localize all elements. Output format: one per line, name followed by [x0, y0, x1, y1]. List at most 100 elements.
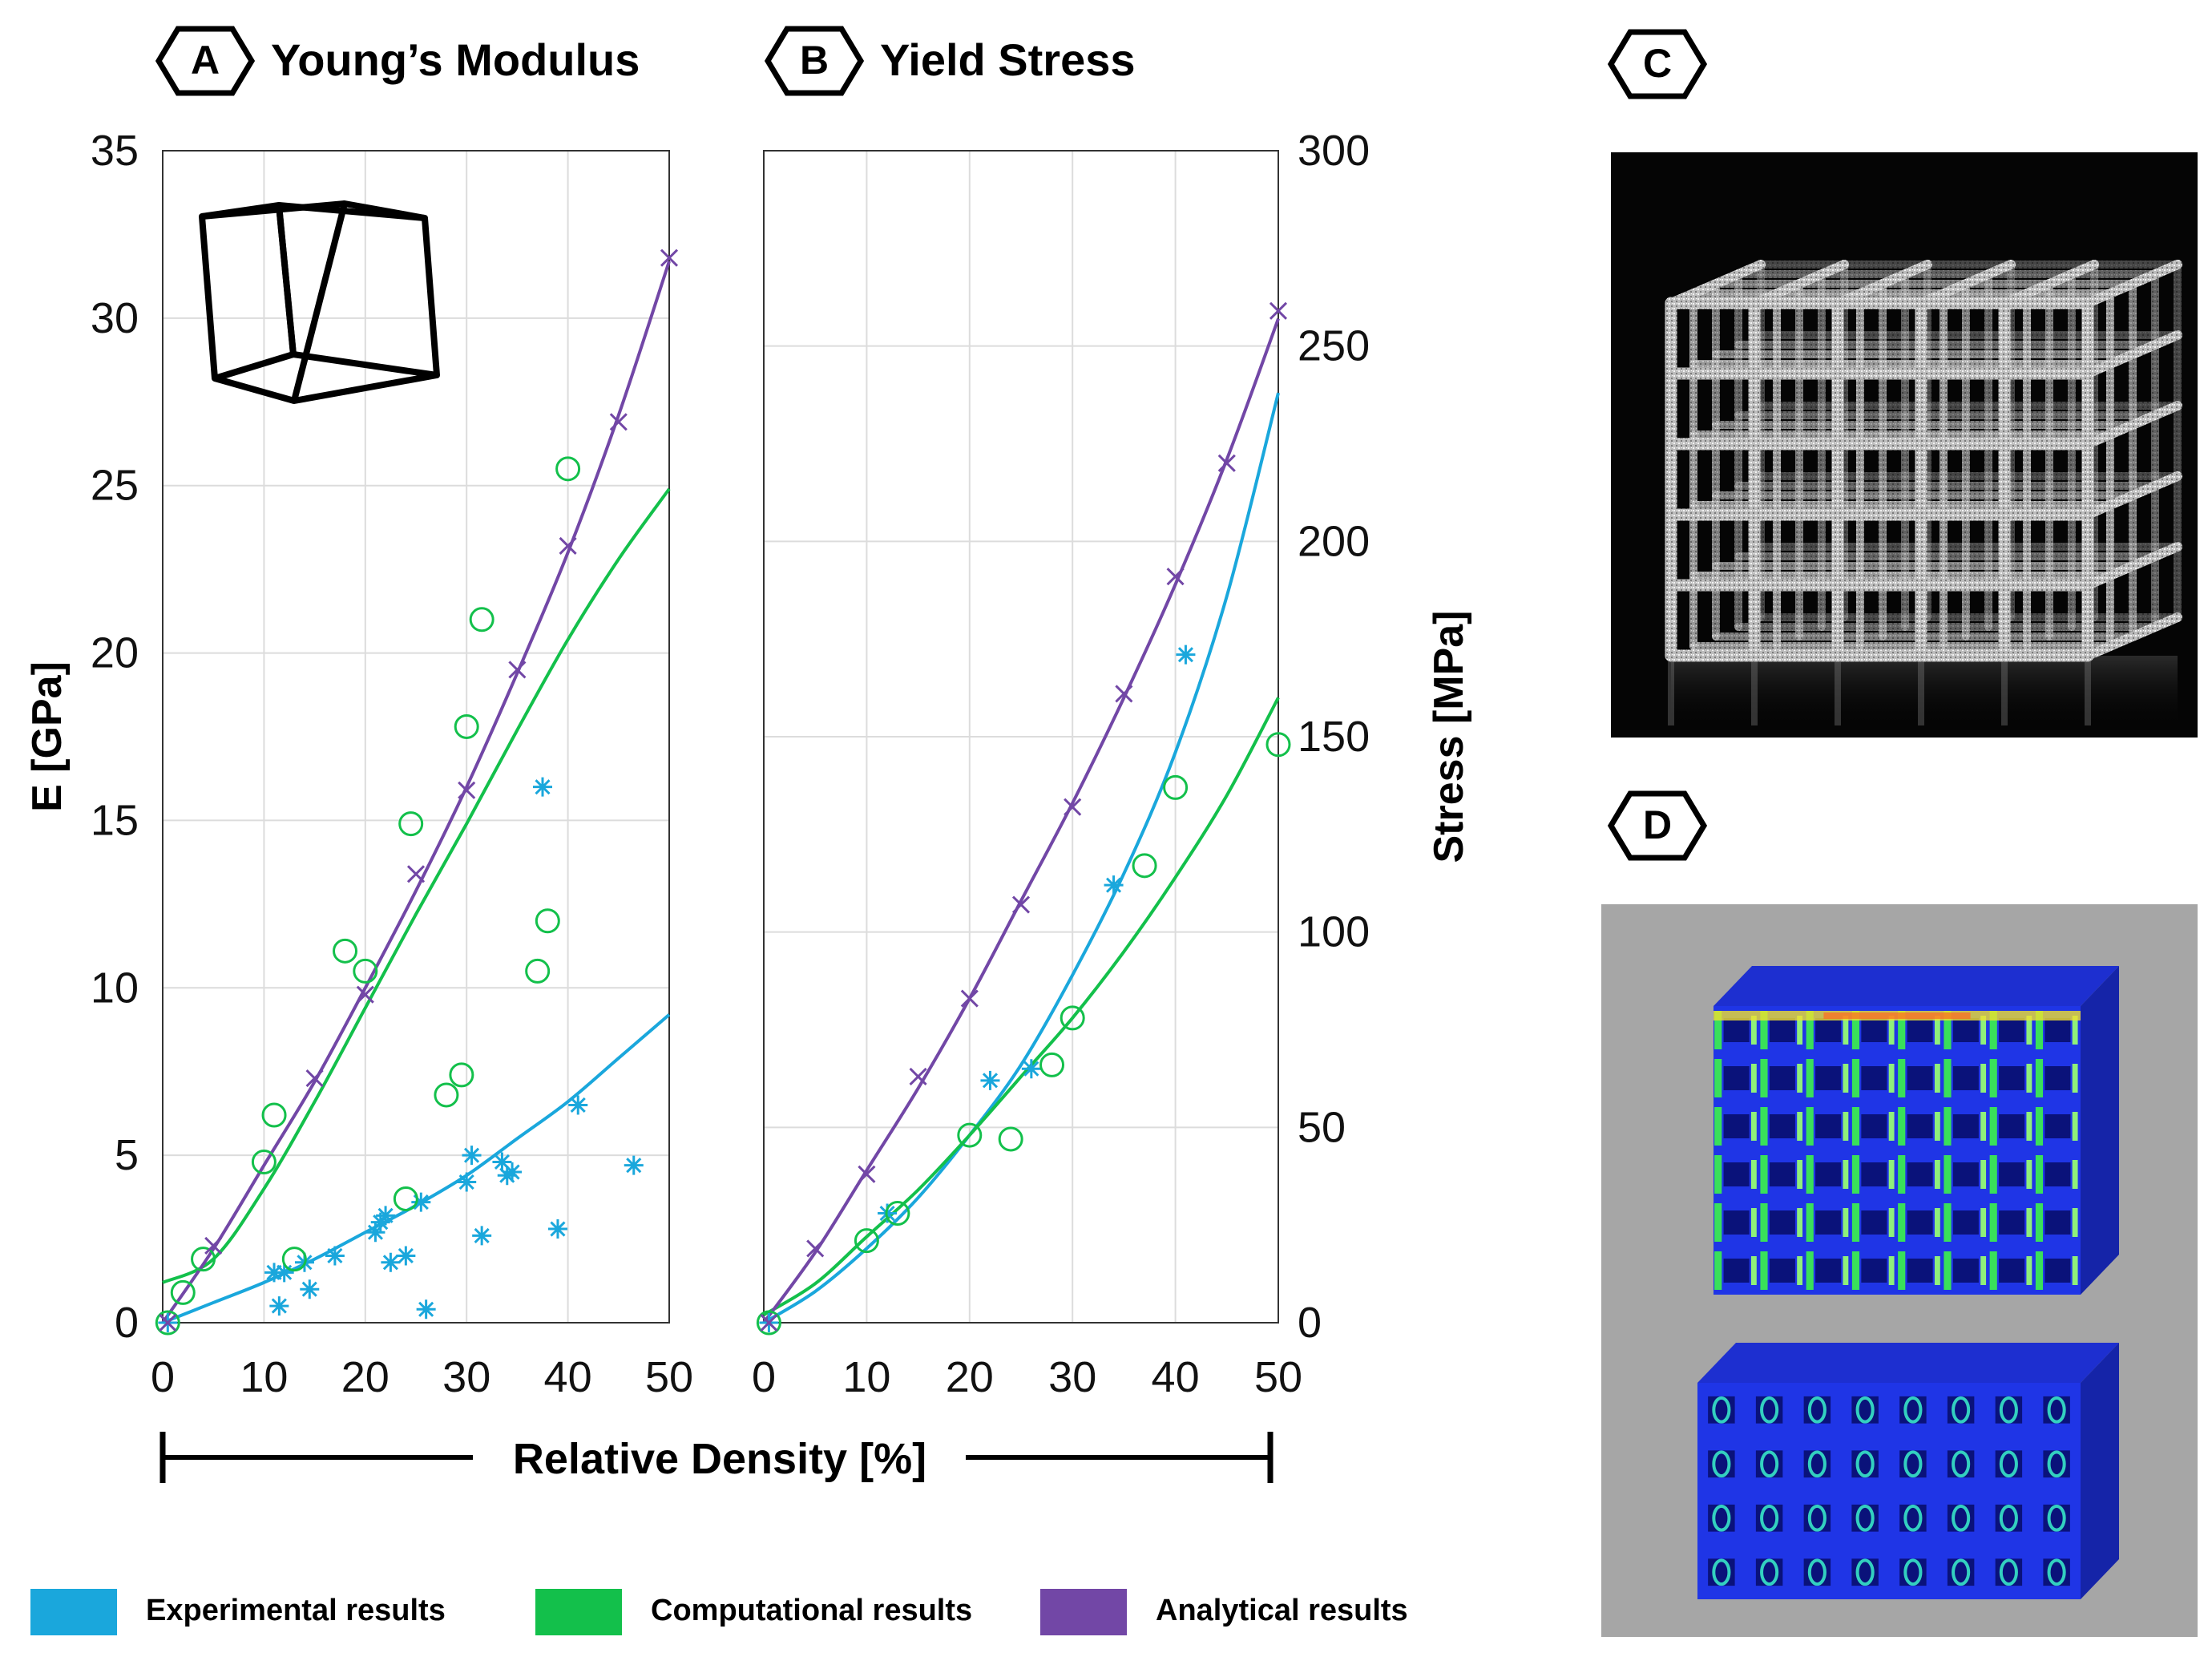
computational-data-point: [434, 1082, 459, 1108]
computational-data-point: [1039, 1052, 1065, 1077]
y-tick-label: 50: [1298, 1103, 1346, 1151]
computational-data-point: [398, 811, 424, 837]
analytical-data-point: [1115, 685, 1133, 703]
experimental-data-point: [503, 1162, 523, 1182]
computational-fit-line: [762, 697, 1280, 1316]
legend: Experimental results Computational resul…: [30, 1589, 1408, 1635]
computational-data-point: [1060, 1005, 1085, 1031]
panel-d-hexagon: [1607, 790, 1708, 861]
experimental-data-point: [416, 1299, 436, 1320]
analytical-data-point: [609, 413, 628, 431]
experimental-data-point: [1176, 645, 1196, 665]
computational-data-point: [1163, 774, 1189, 800]
experimental-data-point: [497, 1166, 517, 1186]
panel-c-letter: C: [1643, 41, 1672, 86]
analytical-data-point: [204, 1236, 223, 1255]
experimental-data-point: [365, 1223, 385, 1243]
analytical-data-point: [356, 985, 374, 1004]
experimental-fit-line: [762, 392, 1280, 1324]
panel-a-letter: A: [191, 38, 220, 83]
computational-data-point: [449, 1062, 474, 1088]
experimental-data-point: [396, 1246, 416, 1266]
panel-d-letter: D: [1643, 802, 1672, 847]
panel-b-header: B Yield Stress: [764, 26, 1136, 96]
yield-stress-chart: 0 10 20 30 40 50 0 50 100 150 200 250 300 Stress [MP…: [752, 127, 1472, 1401]
experimental-data-point: [462, 1146, 482, 1166]
analytical-data-point: [458, 781, 476, 799]
analytical-fit-line: [161, 261, 671, 1324]
unit-cell-inset-icon: [199, 200, 440, 404]
analytical-data-point: [559, 536, 577, 555]
x-tick-label: 0: [752, 1353, 776, 1401]
y-tick-label: 300: [1298, 127, 1370, 175]
experimental-data-point: [547, 1219, 567, 1239]
experimental-data-point: [980, 1070, 1000, 1090]
analytical-data-point: [508, 661, 527, 679]
computational-data-point: [454, 713, 479, 739]
x-tick-label: 20: [341, 1353, 390, 1401]
analytical-data-point: [406, 865, 426, 883]
y-tick-label: 200: [1298, 517, 1370, 565]
computational-data-point: [170, 1279, 196, 1305]
computational-data-point: [535, 908, 560, 934]
legend-label-experimental: Experimental results: [146, 1594, 446, 1627]
y-tick-label: 250: [1298, 322, 1370, 370]
x-tick-label: 10: [842, 1353, 890, 1401]
chart-a-plot-frame: [162, 150, 670, 1324]
experimental-data-point: [264, 1263, 285, 1283]
chart-b-fit-lines: [762, 317, 1280, 1324]
panel-b-hexagon: [764, 26, 865, 96]
legend-label-analytical: Analytical results: [1156, 1594, 1408, 1627]
panel-c-hexagon: [1607, 29, 1708, 99]
experimental-fit-line: [162, 1013, 671, 1324]
analytical-data-point: [305, 1069, 324, 1088]
panel-a-hexagon: [155, 26, 256, 96]
y-tick-label: 20: [91, 629, 139, 677]
printed-lattice-cube: [1665, 260, 2182, 728]
y-tick-label: 0: [115, 1299, 139, 1347]
experimental-data-point: [492, 1152, 512, 1172]
experimental-data-point: [325, 1246, 345, 1266]
computational-data-point: [281, 1247, 307, 1272]
analytical-data-point: [806, 1239, 825, 1258]
youngs-modulus-chart: 0 10 20 30 40 50 0 5 10 15 20 25 30 35 E [GPa]: [24, 127, 693, 1401]
legend-label-computational: Computational results: [651, 1594, 972, 1627]
y-tick-label: 15: [91, 796, 139, 844]
y-tick-label: 25: [91, 462, 139, 510]
y-tick-label: 10: [91, 964, 139, 1012]
computational-data-point: [191, 1247, 216, 1272]
experimental-data-point: [1021, 1059, 1041, 1079]
analytical-data-point: [1166, 568, 1185, 586]
analytical-data-point: [1217, 454, 1236, 472]
chart-a-y-axis-label: E [GPa]: [24, 661, 71, 812]
computational-data-point: [251, 1149, 276, 1174]
chart-b-y-axis-label: Stress [MPa]: [1426, 611, 1472, 863]
chart-b-data-points: [756, 301, 1291, 1336]
computational-data-point: [854, 1228, 879, 1254]
x-tick-label: 0: [151, 1353, 175, 1401]
experimental-data-point: [568, 1095, 588, 1115]
computational-fit-line: [162, 487, 671, 1284]
panel-a-header: A Young’s Modulus: [155, 26, 640, 96]
y-tick-label: 150: [1298, 713, 1370, 761]
panel-b-letter: B: [800, 38, 829, 83]
computational-data-point: [261, 1102, 287, 1128]
chart-a-gridlines: [163, 151, 669, 1323]
panel-d-header: D: [1607, 790, 1708, 861]
x-tick-label: 30: [442, 1353, 490, 1401]
experimental-data-point: [274, 1263, 294, 1283]
computational-data-point: [333, 938, 358, 964]
y-tick-label: 30: [91, 294, 139, 342]
experimental-data-point: [624, 1155, 644, 1175]
analytical-data-point: [960, 989, 979, 1008]
chart-b-gridlines: [764, 151, 1278, 1323]
fea-simulation-render: [1601, 904, 2198, 1637]
experimental-data-point: [533, 777, 552, 797]
experimental-data-point: [1104, 875, 1124, 895]
y-tick-label: 35: [91, 127, 139, 175]
computational-data-point: [756, 1310, 781, 1336]
analytical-data-point: [159, 1313, 177, 1332]
y-tick-label: 5: [115, 1131, 139, 1179]
panel-a-title: Young’s Modulus: [271, 34, 640, 85]
computational-data-point: [885, 1201, 910, 1227]
